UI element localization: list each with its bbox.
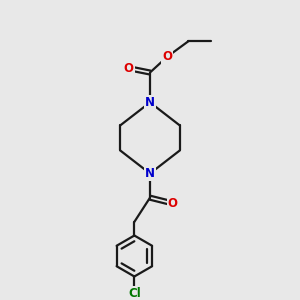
Text: O: O xyxy=(162,50,172,63)
Text: Cl: Cl xyxy=(128,287,141,300)
Text: N: N xyxy=(145,96,155,109)
Text: N: N xyxy=(145,167,155,180)
Text: O: O xyxy=(124,62,134,75)
Text: O: O xyxy=(168,197,178,210)
